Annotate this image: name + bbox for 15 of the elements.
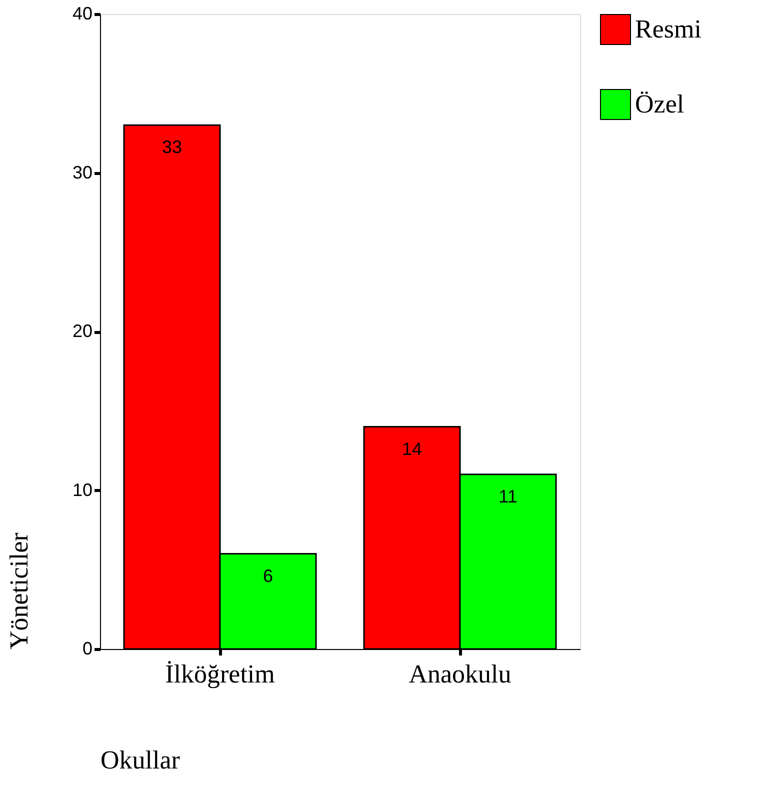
data-label: 6	[262, 566, 274, 586]
x-tick-label: Anaokulu	[408, 660, 512, 688]
y-tick-label: 0	[82, 638, 92, 658]
x-tick-label: İlköğretim	[165, 660, 275, 688]
y-tick-label: 10	[72, 480, 92, 500]
y-tick-label: 20	[72, 321, 92, 341]
y-axis-title: Yöneticiler	[4, 532, 34, 650]
data-label: 11	[498, 486, 518, 506]
y-tick-label: 30	[72, 162, 92, 182]
x-axis-title: Okullar	[100, 746, 180, 774]
data-label: 14	[402, 438, 422, 459]
legend-label: Özel	[635, 90, 684, 118]
legend-label: Resmi	[635, 14, 702, 44]
data-label: 33	[162, 137, 182, 158]
y-tick-label: 40	[72, 4, 92, 24]
